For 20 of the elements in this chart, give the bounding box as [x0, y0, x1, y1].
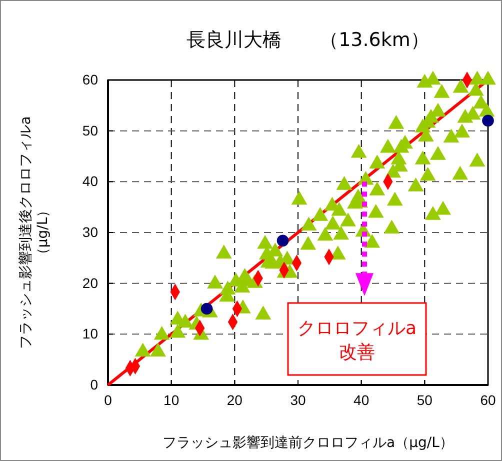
x-tick-label: 40	[354, 392, 370, 408]
y-tick-label: 0	[90, 376, 98, 392]
y-tick-label: 30	[82, 224, 98, 240]
y-axis-title: フラッシュ影響到達後クロロフィルa （μg/L）	[18, 116, 51, 349]
annotation: クロロフィルa 改善	[297, 318, 417, 363]
x-tick-label: 60	[480, 392, 496, 408]
x-tick-label: 20	[226, 392, 243, 408]
x-tick-label: 30	[290, 392, 306, 408]
x-tick-label: 50	[416, 392, 433, 408]
x-tick-label: 0	[104, 392, 112, 408]
y-tick-label: 40	[82, 173, 98, 190]
point	[276, 234, 289, 247]
y-tick-label: 50	[82, 122, 98, 138]
y-tick-label: 10	[82, 326, 98, 342]
chart-title: 長良川大橋 （13.6km）	[186, 29, 430, 51]
point	[482, 114, 494, 127]
x-tick-label: 10	[164, 392, 180, 408]
y-tick-label: 20	[82, 274, 98, 291]
y-tick-label: 60	[82, 71, 98, 88]
x-axis-title: フラッシュ影響到達前クロロフィルa（μg/L）	[162, 435, 454, 451]
